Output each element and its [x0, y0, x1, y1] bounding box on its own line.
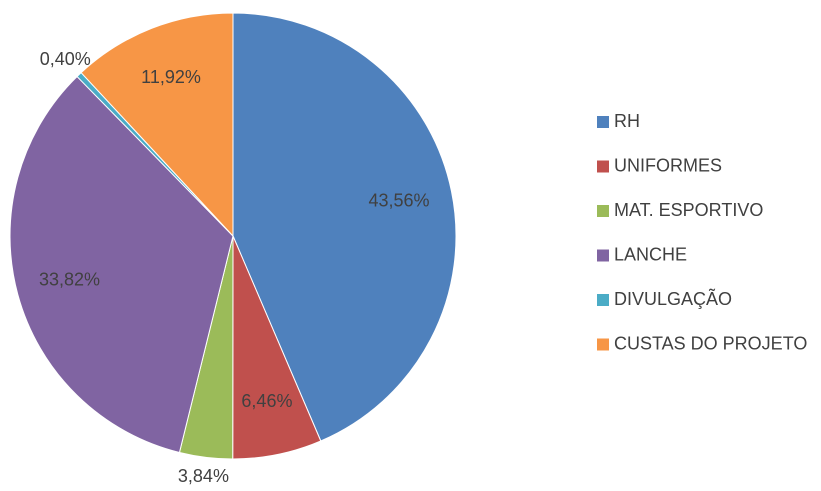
legend-label: RH — [614, 111, 640, 131]
legend-swatch — [597, 338, 609, 351]
data-label: 6,46% — [241, 391, 292, 411]
legend-label: CUSTAS DO PROJETO — [614, 333, 807, 353]
pie-slice — [232, 12, 457, 442]
legend-swatch — [597, 116, 609, 128]
legend-swatch — [597, 205, 609, 217]
legend-swatch — [597, 249, 609, 262]
legend-label: LANCHE — [614, 244, 687, 264]
data-label: 0,40% — [40, 49, 91, 69]
legend-label: DIVULGAÇÃO — [614, 288, 732, 309]
pie-slice — [80, 12, 234, 238]
data-label: 43,56% — [368, 191, 429, 211]
data-label: 33,82% — [39, 269, 100, 289]
legend-swatch — [597, 294, 609, 306]
legend-swatch — [597, 160, 609, 173]
legend-label: MAT. ESPORTIVO — [614, 200, 763, 220]
pie-slice — [9, 75, 234, 454]
data-label: 3,84% — [178, 466, 229, 486]
data-label: 11,92% — [141, 67, 201, 87]
legend-label: UNIFORMES — [614, 155, 722, 175]
